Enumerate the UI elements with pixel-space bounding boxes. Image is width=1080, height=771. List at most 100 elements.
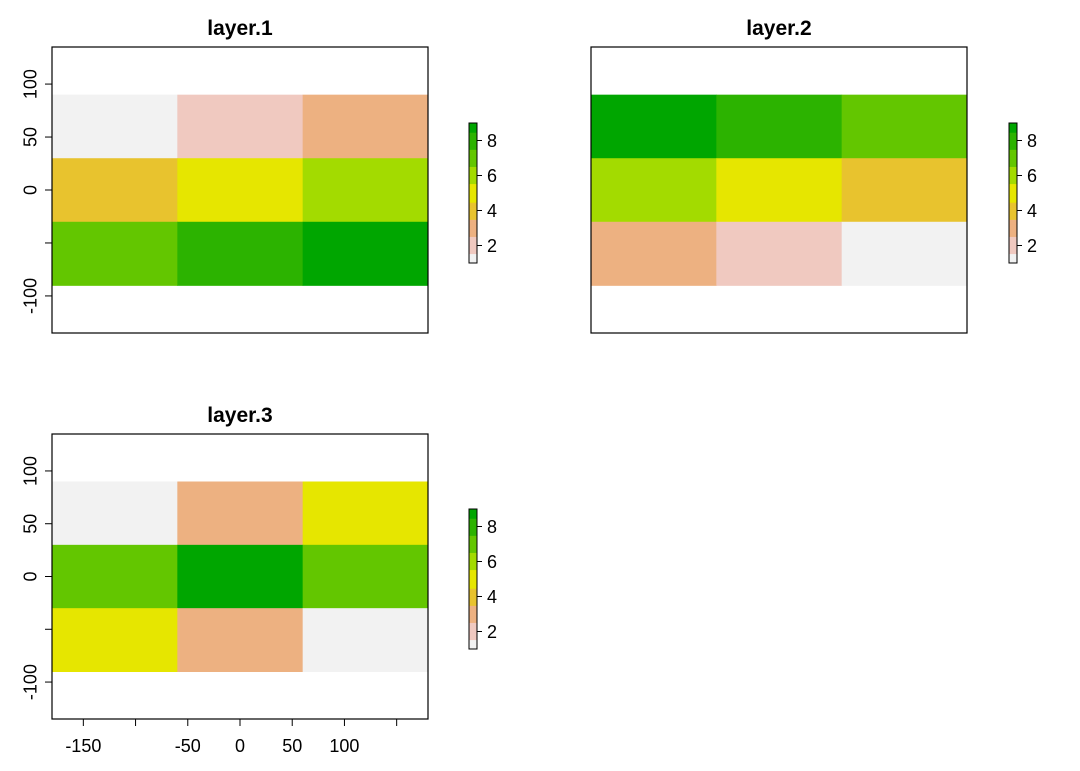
legend-swatch	[469, 621, 477, 623]
legend: 2 4 6 8	[468, 122, 497, 264]
plot-frame	[590, 46, 968, 334]
legend-swatch	[469, 191, 477, 194]
legend-swatch	[469, 627, 477, 630]
legend-swatch	[469, 216, 477, 219]
legend-swatch	[469, 127, 477, 130]
legend-swatch	[469, 588, 477, 591]
legend-swatch	[469, 633, 477, 636]
legend: 2 4 6 8	[1008, 122, 1037, 264]
legend-swatch	[469, 189, 477, 192]
legend-swatch	[469, 193, 477, 195]
legend-swatch	[1009, 258, 1017, 261]
legend-swatch	[469, 160, 477, 163]
legend-swatch	[469, 529, 477, 532]
legend-swatch	[1009, 250, 1017, 253]
legend-swatch	[1009, 154, 1017, 157]
legend-swatch	[1009, 208, 1017, 211]
legend-swatch	[469, 146, 477, 149]
legend-swatch	[1009, 186, 1017, 189]
legend-swatch	[1009, 149, 1017, 152]
legend-swatch	[1009, 252, 1017, 255]
panel-3: layer.3 -100 0 50 100 -150 -50 0 50 100 2 4 6 8	[20, 404, 497, 756]
legend-swatch	[1009, 210, 1017, 213]
raster-cell	[841, 221, 968, 286]
legend-swatch	[469, 611, 477, 614]
legend-swatch	[1009, 207, 1017, 209]
legend-swatch	[1009, 241, 1017, 244]
legend-swatch	[469, 644, 477, 647]
raster-cell	[177, 481, 304, 546]
legend-swatch	[1009, 124, 1017, 127]
raster-cell	[52, 481, 178, 546]
y-tick-label: 0	[20, 571, 40, 581]
legend-swatch	[469, 188, 477, 191]
legend-swatch	[1009, 157, 1017, 160]
legend-swatch	[469, 250, 477, 253]
legend-swatch	[469, 179, 477, 181]
legend-swatch	[1009, 219, 1017, 222]
legend-swatch	[1009, 259, 1017, 262]
legend-swatch	[1009, 182, 1017, 185]
legend-swatch	[469, 239, 477, 242]
x-tick-label: -150	[65, 736, 101, 756]
legend-swatch	[469, 631, 477, 634]
legend-swatch	[1009, 253, 1017, 256]
legend-swatch	[469, 133, 477, 136]
legend-swatch	[469, 185, 477, 188]
legend-swatch	[1009, 129, 1017, 132]
legend-swatch	[469, 635, 477, 637]
legend-swatch	[469, 563, 477, 566]
legend-swatch	[1009, 175, 1017, 178]
raster-cell	[52, 158, 178, 223]
legend-swatch	[469, 558, 477, 561]
legend-swatch	[469, 524, 477, 527]
legend-swatch	[469, 533, 477, 536]
legend-swatch	[469, 158, 477, 161]
legend-swatch	[469, 182, 477, 185]
legend-swatch	[1009, 225, 1017, 228]
legend-swatch	[1009, 137, 1017, 139]
legend-swatch	[469, 585, 477, 588]
raster-cell	[302, 158, 429, 223]
legend-swatch	[469, 140, 477, 143]
legend-swatch	[469, 561, 477, 564]
legend-swatch	[469, 252, 477, 255]
legend-swatch	[1009, 171, 1017, 174]
raster-cell	[177, 221, 304, 286]
legend-swatch	[469, 610, 477, 613]
legend-swatch	[469, 613, 477, 616]
legend-swatch	[469, 152, 477, 155]
legend-swatch	[469, 527, 477, 530]
legend-swatch	[469, 244, 477, 247]
legend-swatch	[469, 624, 477, 627]
legend-tick-label: 4	[1027, 201, 1037, 221]
legend-swatch	[469, 247, 477, 250]
legend-swatch	[469, 549, 477, 552]
legend-frame	[468, 508, 478, 650]
legend-swatch	[469, 256, 477, 259]
legend-tick-label: 2	[487, 236, 497, 256]
legend-swatch	[1009, 123, 1017, 125]
raster-cell	[302, 94, 429, 159]
legend-swatch	[1009, 230, 1017, 233]
raster-cell	[177, 158, 304, 223]
legend-swatch	[469, 233, 477, 236]
legend-swatch	[469, 628, 477, 631]
legend-swatch	[469, 546, 477, 549]
legend-swatch	[469, 154, 477, 157]
raster-cell	[177, 544, 304, 609]
legend-swatch	[469, 205, 477, 208]
legend-swatch	[469, 207, 477, 209]
legend-swatch	[1009, 239, 1017, 242]
legend-swatch	[469, 532, 477, 535]
legend-swatch	[469, 141, 477, 144]
legend-swatch	[469, 566, 477, 569]
legend-swatch	[1009, 183, 1017, 186]
legend-swatch	[1009, 231, 1017, 234]
legend-swatch	[1009, 238, 1017, 241]
legend-swatch	[469, 214, 477, 217]
legend-swatch	[1009, 196, 1017, 199]
legend-swatch	[469, 568, 477, 571]
legend-swatch	[469, 605, 477, 608]
legend-swatch	[469, 565, 477, 567]
